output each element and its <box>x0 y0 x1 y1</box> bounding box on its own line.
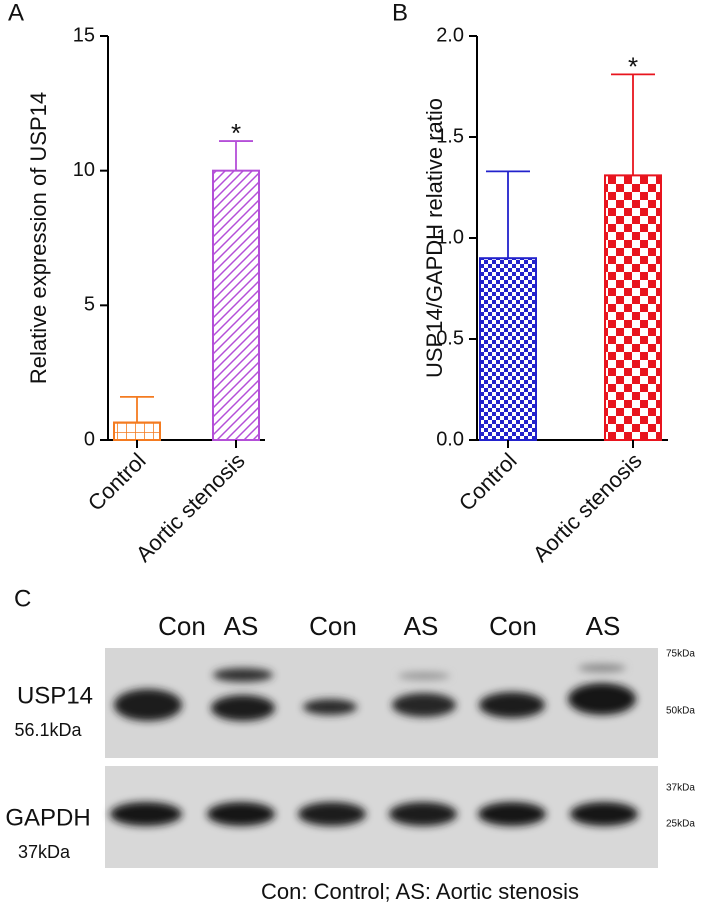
lane-label: AS <box>586 611 621 641</box>
significance-mark: * <box>231 118 241 148</box>
row-label: GAPDH <box>5 804 90 831</box>
y-tick-label: 1.0 <box>436 226 464 248</box>
y-axis-label: USP14/GAPDH relative ratio <box>422 98 447 378</box>
lane-label: AS <box>224 611 259 641</box>
panel-letter: B <box>392 0 408 26</box>
bar <box>604 174 662 441</box>
marker-label: 50kDa <box>666 706 695 717</box>
blot-membrane <box>105 648 658 758</box>
bar <box>113 421 161 442</box>
bar <box>212 169 260 442</box>
y-tick-label: 2.0 <box>436 24 464 46</box>
y-axis-label: Relative expression of USP14 <box>26 92 51 384</box>
marker-label: 75kDa <box>666 649 695 660</box>
y-tick-label: 1.5 <box>436 125 464 147</box>
row-size: 56.1kDa <box>14 720 82 740</box>
lane-label: Con <box>158 611 206 641</box>
y-tick-label: 0.0 <box>436 428 464 450</box>
bar <box>479 257 537 442</box>
x-tick-label: Control <box>83 448 151 516</box>
lane-label: Con <box>309 611 357 641</box>
panel-letter: A <box>8 0 24 26</box>
blot-membrane <box>105 766 658 868</box>
marker-label: 25kDa <box>666 819 695 830</box>
caption: Con: Control; AS: Aortic stenosis <box>261 879 579 904</box>
y-tick-label: 0 <box>84 428 95 450</box>
lane-label: Con <box>489 611 537 641</box>
row-label: USP14 <box>17 682 93 709</box>
x-tick-label: Aortic stenosis <box>528 448 647 567</box>
x-tick-label: Control <box>454 448 522 516</box>
blot-bands <box>110 664 638 826</box>
panel-letter: C <box>14 585 31 612</box>
y-tick-label: 10 <box>73 159 95 181</box>
y-tick-label: 0.5 <box>436 327 464 349</box>
y-tick-label: 15 <box>73 24 95 46</box>
y-tick-label: 5 <box>84 294 95 316</box>
significance-mark: * <box>628 51 638 81</box>
row-size: 37kDa <box>18 842 71 862</box>
lane-label: AS <box>404 611 439 641</box>
marker-label: 37kDa <box>666 783 695 794</box>
